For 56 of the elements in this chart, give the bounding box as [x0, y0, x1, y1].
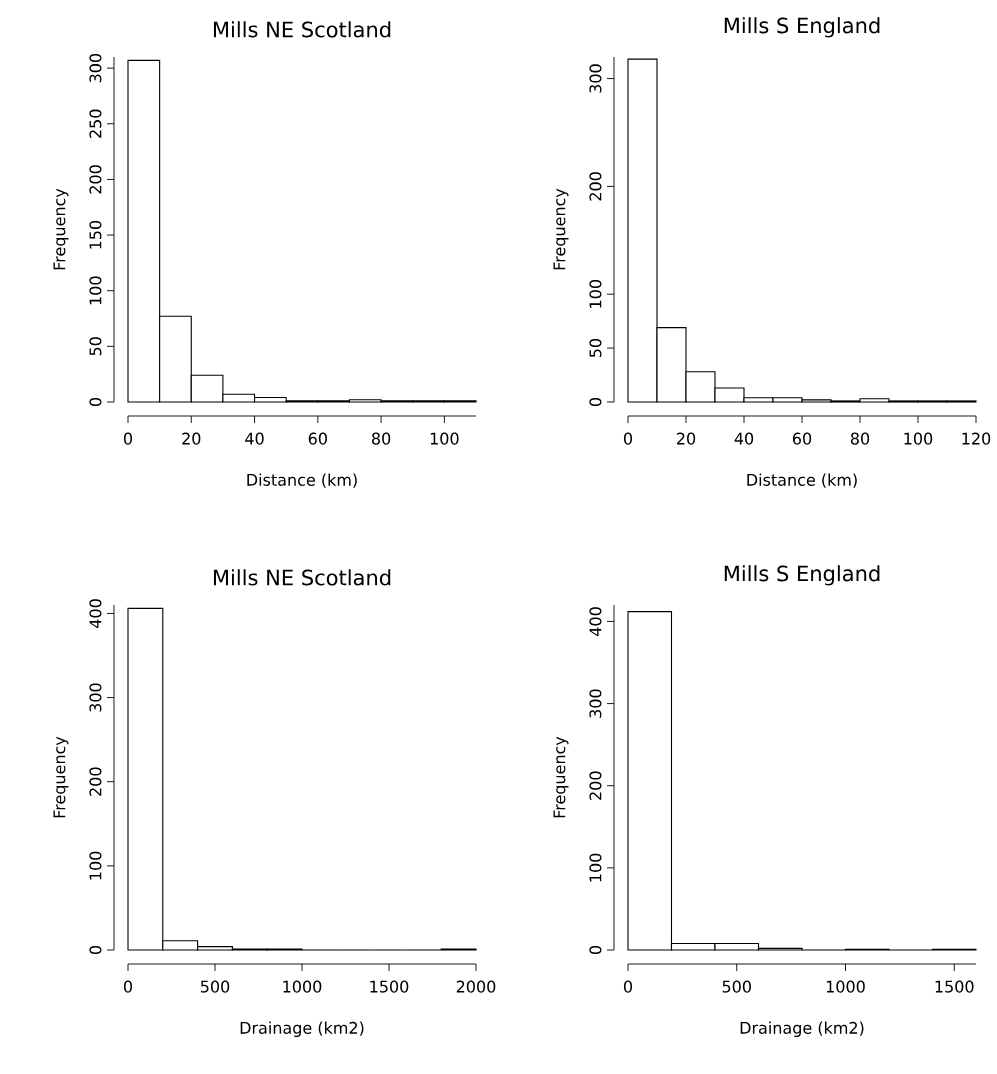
x-axis-title: Distance (km)	[247, 473, 357, 488]
x-tick-label: 40	[245, 432, 264, 445]
y-axis-title: Frequency	[53, 188, 69, 270]
y-axis-title: Frequency	[53, 736, 69, 818]
x-tick-label: 20	[677, 432, 696, 445]
y-tick-label: 300	[589, 64, 602, 93]
x-tick-label: 0	[624, 980, 633, 993]
x-axis-title: Drainage (km2)	[240, 1021, 364, 1037]
y-tick-label: 50	[589, 338, 602, 358]
x-tick-label: 1500	[935, 980, 974, 993]
y-tick-label: 200	[89, 767, 102, 796]
chart-title: Mills S England	[725, 565, 880, 586]
x-tick-label: 20	[182, 432, 201, 445]
x-tick-label: 1000	[827, 980, 865, 993]
x-tick-label: 500	[722, 980, 752, 993]
y-tick-label: 400	[589, 607, 602, 636]
x-tick-label: 0	[124, 980, 133, 993]
y-axis-title: Frequency	[553, 736, 569, 818]
y-tick-label: 0	[89, 397, 102, 407]
y-tick-label: 100	[89, 851, 102, 880]
x-tick-label: 0	[624, 432, 633, 445]
y-tick-label: 100	[89, 276, 102, 305]
x-tick-label: 100	[904, 432, 933, 445]
y-tick-label: 0	[589, 397, 602, 407]
y-tick-label: 100	[589, 853, 602, 882]
y-tick-label: 300	[89, 53, 102, 83]
chart-title: Mills S England	[725, 17, 880, 38]
y-tick-label: 300	[89, 683, 102, 712]
x-tick-label: 80	[372, 432, 391, 445]
y-tick-label: 300	[589, 689, 602, 718]
x-tick-label: 60	[308, 432, 328, 445]
y-tick-label: 100	[589, 280, 602, 308]
y-tick-label: 400	[89, 599, 102, 628]
x-tick-label: 1000	[283, 980, 322, 993]
chart-title: Mills NE Scotland	[214, 569, 391, 586]
x-tick-label: 0	[124, 432, 133, 445]
x-axis-title: Distance (km)	[747, 473, 857, 488]
y-tick-label: 200	[89, 165, 102, 194]
y-tick-label: 250	[89, 109, 102, 138]
x-axis-title: Drainage (km2)	[740, 1021, 864, 1037]
y-axis-title: Frequency	[553, 188, 569, 270]
x-tick-label: 80	[851, 432, 870, 445]
y-tick-label: 50	[89, 337, 102, 356]
y-tick-label: 0	[89, 945, 102, 955]
x-tick-label: 1500	[370, 980, 409, 993]
x-tick-label: 500	[201, 980, 230, 993]
x-tick-label: 2000	[457, 980, 496, 993]
y-tick-label: 150	[89, 220, 102, 249]
x-tick-label: 60	[793, 432, 812, 445]
x-tick-label: 120	[962, 432, 991, 445]
y-tick-label: 0	[589, 945, 602, 955]
x-tick-label: 40	[734, 432, 754, 445]
y-tick-label: 200	[589, 771, 602, 800]
x-tick-label: 100	[431, 432, 459, 445]
chart-title: Mills NE Scotland	[214, 21, 391, 38]
y-tick-label: 200	[589, 172, 602, 201]
